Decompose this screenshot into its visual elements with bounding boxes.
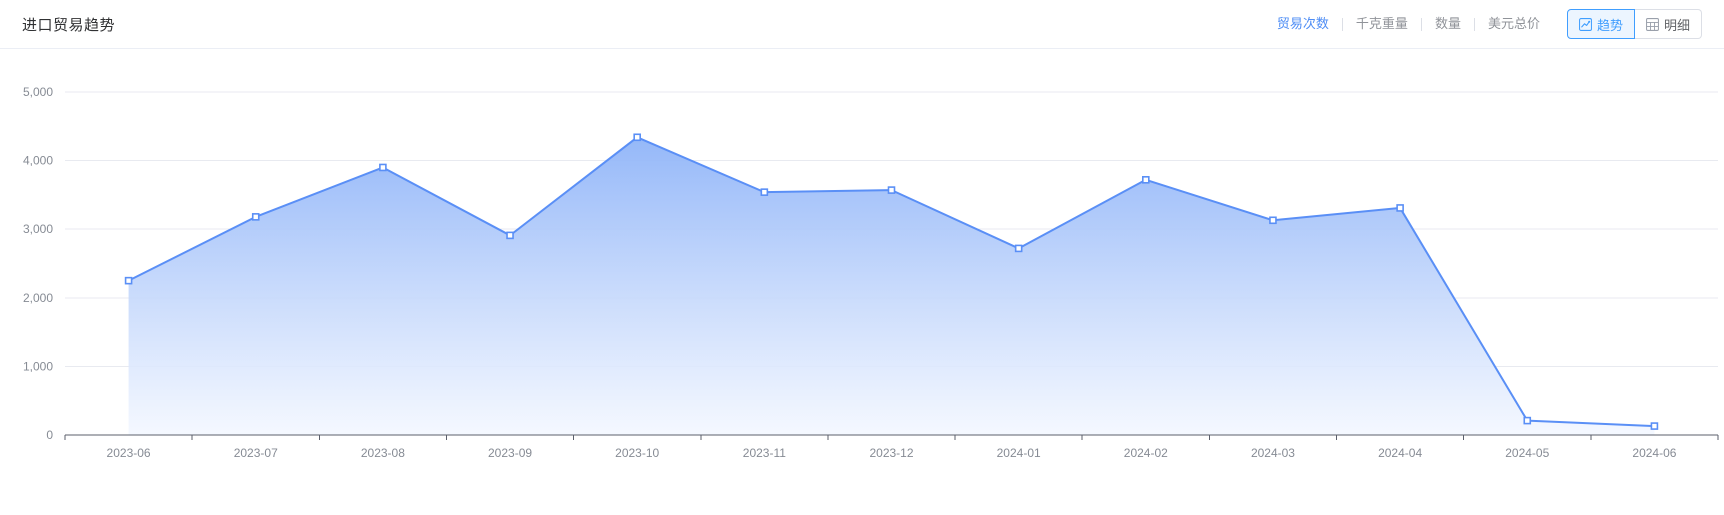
y-axis-labels: 0 1,000 2,000 3,000 4,000 5,000 [23, 85, 53, 442]
x-axis-tick-label: 2023-11 [743, 446, 786, 460]
metric-tab-kg-weight[interactable]: 千克重量 [1355, 16, 1408, 31]
x-axis-tick-label: 2023-12 [869, 446, 913, 460]
data-point-marker[interactable] [1142, 176, 1150, 184]
x-axis-tick-label: 2024-01 [997, 446, 1041, 460]
data-point-markers[interactable] [124, 133, 1659, 430]
page-title: 进口贸易趋势 [22, 16, 116, 34]
x-axis-tick-label: 2023-06 [107, 446, 151, 460]
x-axis-tick-label: 2023-07 [234, 446, 278, 460]
area-fill [128, 137, 1655, 435]
panel-header: 进口贸易趋势 贸易次数 千克重量 数量 美元总价 [0, 0, 1724, 49]
data-point-marker[interactable] [1014, 244, 1023, 253]
data-point-marker[interactable] [251, 213, 260, 221]
y-axis-tick-label: 3,000 [23, 222, 53, 236]
data-point-marker[interactable] [379, 163, 387, 172]
x-axis-tick-label: 2024-02 [1124, 446, 1168, 460]
y-axis-tick-label: 4,000 [23, 154, 53, 168]
view-button-detail[interactable]: 明细 [1634, 9, 1702, 39]
data-point-marker[interactable] [1396, 204, 1404, 212]
y-axis-tick-label: 2,000 [23, 291, 53, 305]
x-axis-tick-label: 2023-08 [361, 446, 405, 460]
metric-tab-group: 贸易次数 千克重量 数量 美元总价 [1264, 14, 1553, 34]
metric-separator [1473, 17, 1475, 31]
metric-tab-quantity[interactable]: 数量 [1434, 16, 1461, 31]
y-axis-tick-label: 0 [46, 428, 53, 442]
view-button-trend-label: 趋势 [1596, 17, 1623, 33]
y-axis-tick-label: 1,000 [23, 359, 53, 373]
view-mode-toggle: 趋势 明细 [1566, 9, 1702, 39]
header-controls: 贸易次数 千克重量 数量 美元总价 趋势 [1264, 9, 1702, 39]
data-point-marker[interactable] [887, 186, 896, 194]
x-axis-tick-label: 2024-05 [1505, 446, 1549, 460]
data-point-marker[interactable] [760, 188, 769, 196]
view-button-detail-label: 明细 [1663, 17, 1690, 33]
metric-tab-usd-total[interactable]: 美元总价 [1487, 16, 1540, 31]
y-axis-tick-label: 5,000 [23, 85, 53, 99]
metric-tab-trade-count[interactable]: 贸易次数 [1276, 16, 1329, 31]
trend-chart-icon [1579, 17, 1592, 31]
x-axis-tick-label: 2024-06 [1632, 446, 1676, 460]
data-point-marker[interactable] [1650, 422, 1659, 430]
metric-separator [1420, 17, 1422, 31]
data-point-marker[interactable] [124, 276, 133, 285]
x-axis [64, 434, 1719, 440]
data-point-marker[interactable] [506, 231, 514, 240]
trend-chart[interactable]: 0 1,000 2,000 3,000 4,000 5,000 2023-06 2023-0… [0, 49, 1724, 515]
area-fill-path [128, 137, 1655, 435]
x-axis-tick-label: 2023-09 [488, 446, 532, 460]
x-axis-tick-label: 2024-03 [1251, 446, 1295, 460]
x-axis-tick-label: 2023-10 [615, 446, 659, 460]
table-grid-icon [1646, 17, 1659, 31]
x-axis-labels: 2023-06 2023-07 2023-08 2023-09 2023-10 2023-… [107, 446, 1677, 460]
data-point-marker[interactable] [633, 133, 641, 142]
data-point-marker[interactable] [1523, 416, 1532, 425]
data-point-marker[interactable] [1269, 216, 1277, 225]
metric-separator [1341, 17, 1343, 31]
view-button-trend[interactable]: 趋势 [1566, 9, 1635, 39]
x-axis-tick-label: 2024-04 [1378, 446, 1422, 460]
